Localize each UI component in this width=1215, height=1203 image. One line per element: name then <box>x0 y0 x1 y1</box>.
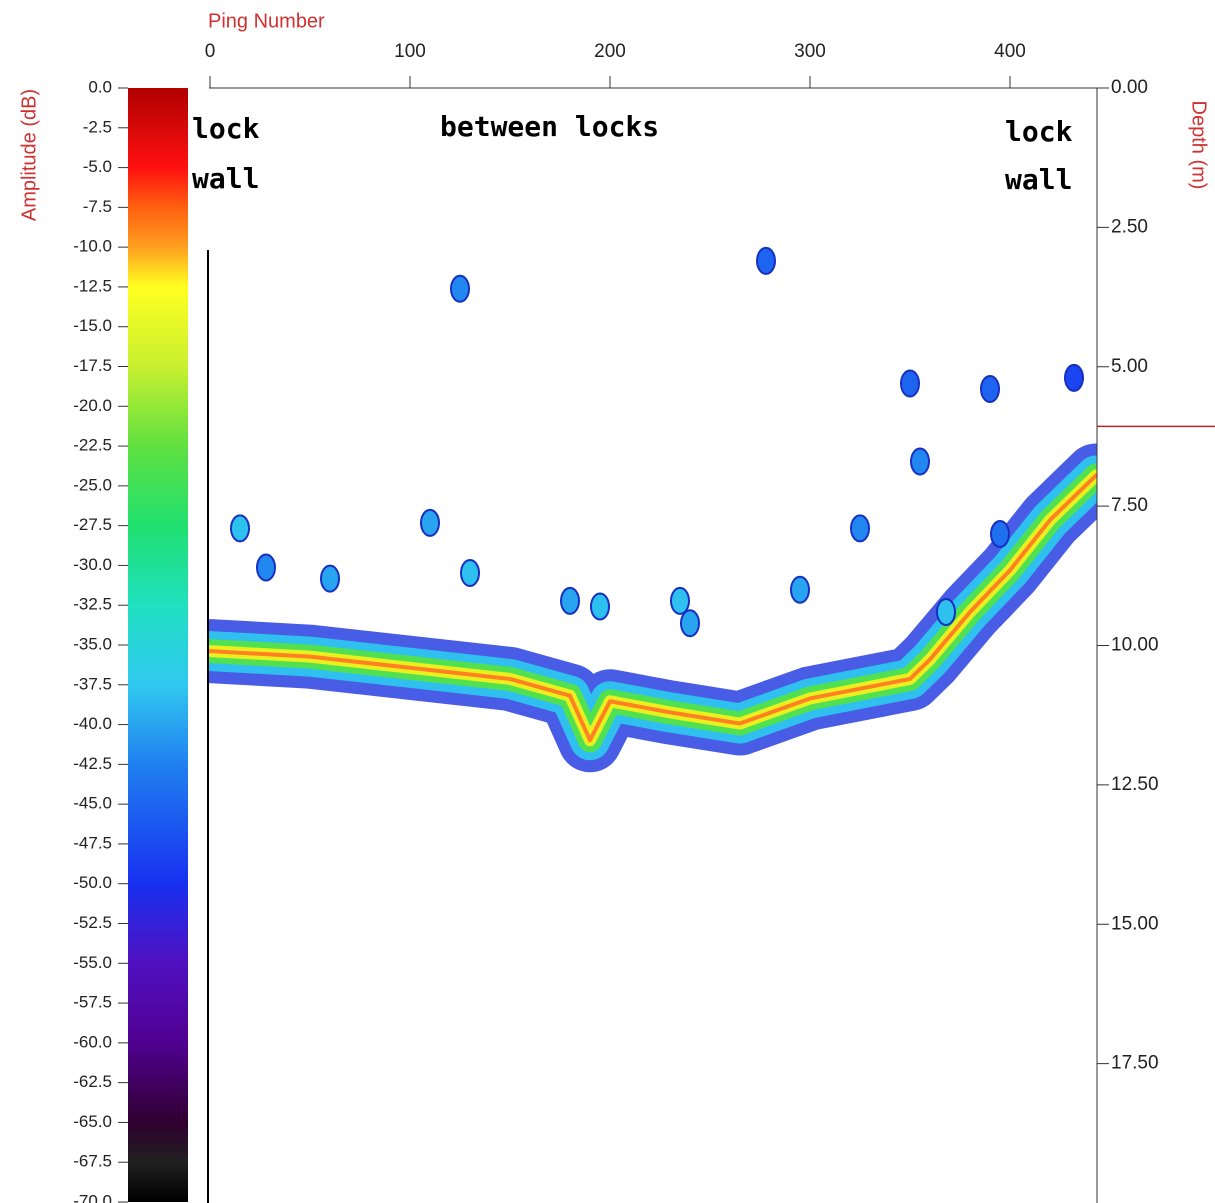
y-tick-label: 5.00 <box>1111 356 1148 377</box>
fish-target <box>980 375 1000 404</box>
x-tick-label: 100 <box>394 41 426 62</box>
colorbar-tick-label: -62.5 <box>73 1072 112 1091</box>
colorbar-tick-label: -40.0 <box>73 714 112 733</box>
y-tick-label: 15.00 <box>1111 913 1159 934</box>
fish-target <box>560 586 580 615</box>
fish-target <box>450 274 470 303</box>
y-tick-label: 10.00 <box>1111 635 1159 656</box>
colorbar-tick-label: -15.0 <box>73 316 112 335</box>
fish-target <box>230 514 250 543</box>
colorbar-tick-label: -42.5 <box>73 754 112 773</box>
colorbar-tick-label: -67.5 <box>73 1152 112 1171</box>
y-tick-label: 2.50 <box>1111 216 1148 237</box>
colorbar-tick-label: -35.0 <box>73 634 112 653</box>
fish-target <box>900 369 920 398</box>
colorbar-tick-label: -22.5 <box>73 436 112 455</box>
fish-target <box>756 246 776 275</box>
colorbar-title: Amplitude (dB) <box>18 89 40 221</box>
x-axis-title: Ping Number <box>208 10 325 32</box>
annotation: wall <box>1005 163 1072 196</box>
colorbar-tick-label: -65.0 <box>73 1112 112 1131</box>
colorbar-tick-label: -50.0 <box>73 873 112 892</box>
fish-target <box>460 559 480 588</box>
bottom-echo <box>209 473 1097 743</box>
y-tick-label: 12.50 <box>1111 774 1159 795</box>
colorbar-tick-label: -60.0 <box>73 1032 112 1051</box>
colorbar-tick-label: -2.5 <box>83 117 112 136</box>
colorbar-tick-label: -7.5 <box>83 197 112 216</box>
fish-target <box>670 586 690 615</box>
colorbar-tick-label: -55.0 <box>73 953 112 972</box>
plot-area <box>209 246 1097 773</box>
fish-target <box>420 508 440 537</box>
fish-target <box>850 514 870 543</box>
colorbar-tick-label: -47.5 <box>73 833 112 852</box>
fish-target <box>910 447 930 476</box>
colorbar-tick-label: -5.0 <box>83 157 112 176</box>
annotation: lock <box>1005 115 1073 148</box>
colorbar-tick-label: -27.5 <box>73 515 112 534</box>
bottom-echo <box>209 463 1097 753</box>
colorbar-tick-label: -25.0 <box>73 475 112 494</box>
colorbar-tick-label: -57.5 <box>73 993 112 1012</box>
annotation: wall <box>192 162 259 195</box>
colorbar <box>128 88 188 1202</box>
fish-target <box>590 592 610 621</box>
colorbar-tick-label: -37.5 <box>73 674 112 693</box>
annotation: between locks <box>440 110 659 143</box>
x-tick-label: 300 <box>794 41 826 62</box>
fish-target <box>256 553 276 582</box>
y-tick-label: 17.50 <box>1111 1053 1159 1074</box>
fish-target <box>320 564 340 593</box>
colorbar-tick-label: -17.5 <box>73 356 112 375</box>
colorbar-tick-label: -45.0 <box>73 794 112 813</box>
fish-target <box>990 520 1010 548</box>
x-tick-label: 400 <box>994 41 1026 62</box>
fish-target <box>1064 363 1084 392</box>
colorbar-tick-label: -70.0 <box>73 1191 112 1203</box>
fish-target <box>680 609 700 638</box>
colorbar-tick-label: -32.5 <box>73 595 112 614</box>
colorbar-tick-label: -20.0 <box>73 396 112 415</box>
colorbar-tick-label: -52.5 <box>73 913 112 932</box>
annotation: lock <box>192 112 260 145</box>
fish-target <box>790 575 810 604</box>
fish-target <box>936 598 956 627</box>
x-tick-label: 200 <box>594 41 626 62</box>
colorbar-tick-label: -30.0 <box>73 555 112 574</box>
y-tick-label: 0.00 <box>1111 77 1148 98</box>
x-tick-label: 0 <box>205 41 216 62</box>
colorbar-tick-label: -12.5 <box>73 276 112 295</box>
colorbar-tick-label: -10.0 <box>73 237 112 256</box>
y-tick-label: 7.50 <box>1111 495 1148 516</box>
colorbar-tick-label: 0.0 <box>88 77 112 96</box>
y-axis-title: Depth (m) <box>1188 101 1210 190</box>
